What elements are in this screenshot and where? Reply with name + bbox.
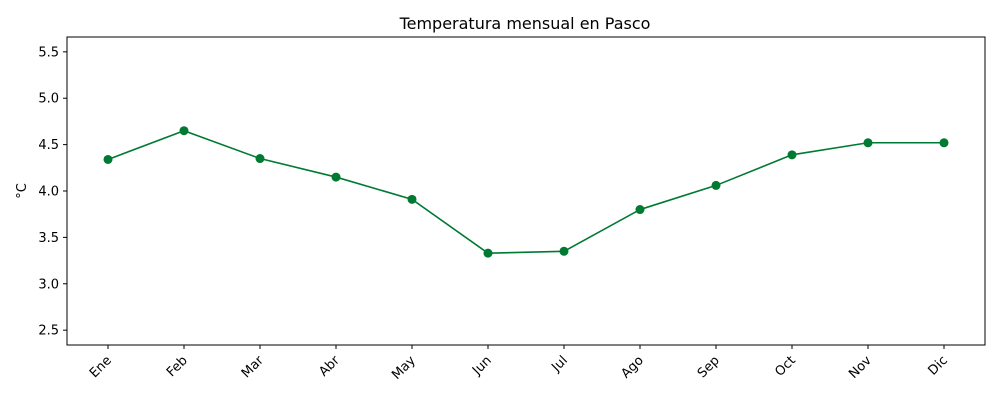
x-tick-label: May	[389, 353, 419, 383]
x-axis: Ene Feb Mar Abr May Jun Jul Ago Sep Oct Nov Dic	[87, 345, 951, 383]
data-point	[787, 150, 797, 160]
x-tick-label: Jun	[469, 353, 495, 379]
y-tick-label: 5.0	[38, 92, 59, 107]
data-point	[179, 126, 189, 136]
x-tick-label: Feb	[164, 353, 191, 380]
x-tick-label: Dic	[926, 353, 951, 378]
x-tick-label: Abr	[316, 353, 343, 380]
data-point	[711, 180, 721, 190]
y-tick-label: 2.5	[38, 324, 59, 339]
y-tick-label: 4.5	[38, 138, 59, 153]
data-point	[331, 172, 341, 182]
data-point	[483, 248, 493, 258]
data-point	[559, 246, 569, 256]
x-tick-label: Jul	[548, 353, 570, 375]
data-point	[939, 138, 949, 148]
series-group	[103, 126, 949, 258]
y-axis: 2.5 3.0 3.5 4.0 4.5 5.0 5.5	[38, 45, 67, 339]
chart-title: Temperatura mensual en Pasco	[399, 14, 651, 33]
x-tick-label: Ene	[87, 353, 115, 381]
x-tick-label: Sep	[695, 353, 723, 381]
y-tick-label: 3.0	[38, 277, 59, 292]
series-line	[107, 129, 944, 254]
y-axis-label: °C	[15, 183, 30, 199]
y-tick-label: 3.5	[38, 231, 59, 246]
data-point	[863, 138, 873, 148]
x-tick-label: Ago	[618, 353, 646, 381]
x-tick-label: Nov	[846, 353, 875, 382]
data-point	[103, 154, 113, 164]
y-tick-label: 4.0	[38, 185, 59, 200]
data-point	[255, 154, 265, 164]
data-point	[635, 205, 645, 215]
x-tick-label: Oct	[772, 353, 799, 380]
x-tick-label: Mar	[239, 353, 267, 381]
plot-frame	[66, 36, 986, 346]
data-point	[407, 194, 417, 204]
y-tick-label: 5.5	[38, 45, 59, 60]
